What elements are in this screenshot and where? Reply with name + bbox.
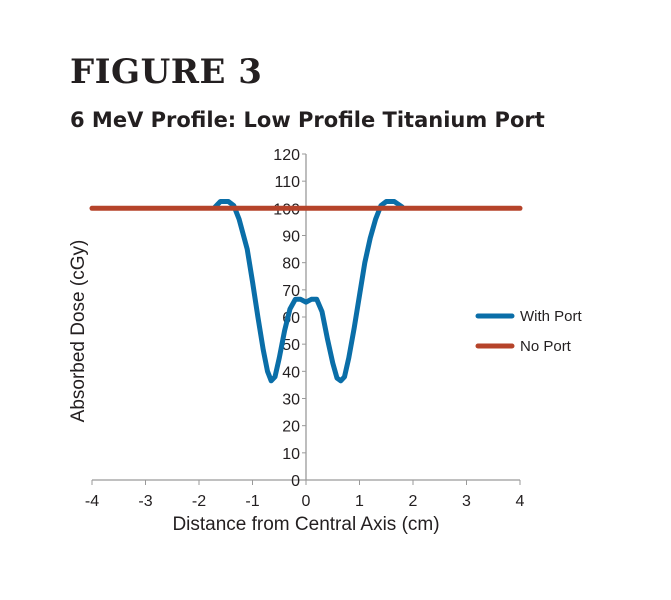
series-layer — [89, 199, 523, 384]
x-tick-label: 3 — [462, 493, 471, 510]
y-tick-label: 80 — [282, 256, 300, 273]
figure-heading: FIGURE 3 — [70, 52, 263, 92]
x-tick-label: 4 — [516, 493, 525, 510]
legend-label: No Port — [520, 338, 572, 355]
y-tick-label: 120 — [273, 147, 300, 164]
legend: With Port No Port — [475, 308, 583, 355]
x-tick-label: -4 — [85, 493, 99, 510]
y-tick-label: 70 — [282, 283, 300, 300]
x-tick-label: -1 — [245, 493, 259, 510]
y-tick-label: 20 — [282, 419, 300, 436]
y-tick-label: 110 — [274, 174, 300, 191]
y-tick-label: 90 — [282, 229, 300, 246]
y-tick-label: 50 — [282, 337, 300, 354]
series-line-with-port — [212, 199, 405, 384]
x-tick-label: -3 — [138, 493, 152, 510]
x-tick-label: 2 — [409, 493, 418, 510]
y-tick-label: 10 — [282, 446, 300, 463]
legend-label: With Port — [520, 308, 583, 325]
chart-title: 6 MeV Profile: Low Profile Titanium Port — [70, 108, 545, 132]
y-tick-label: 40 — [282, 364, 300, 381]
x-axis-title: Distance from Central Axis (cm) — [172, 514, 439, 535]
x-tick-label: 0 — [302, 493, 311, 510]
y-tick-label: 0 — [291, 473, 300, 490]
x-tick-label: -2 — [192, 493, 206, 510]
y-tick-label: 30 — [282, 392, 300, 409]
x-tick-label: 1 — [355, 493, 364, 510]
x-tick-labels: -4 -3 -2 -1 0 1 2 3 4 — [85, 480, 525, 510]
y-axis-title: Absorbed Dose (cGy) — [68, 240, 89, 423]
